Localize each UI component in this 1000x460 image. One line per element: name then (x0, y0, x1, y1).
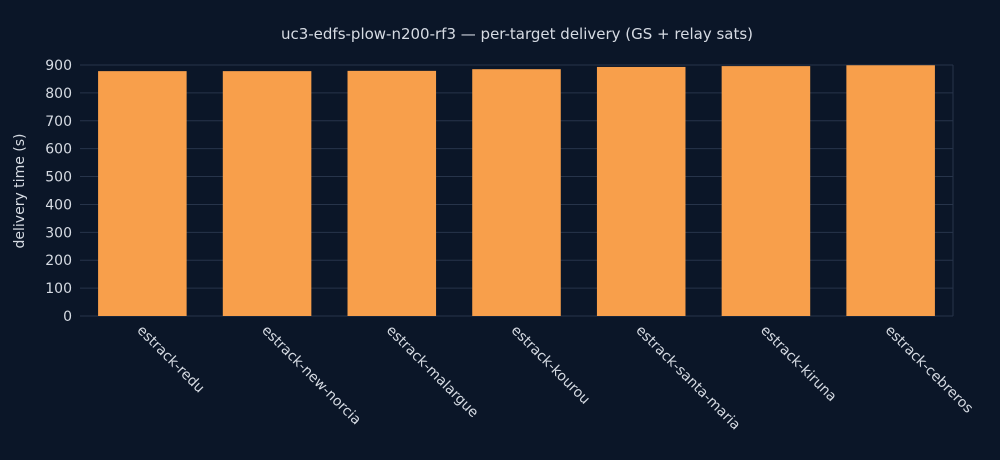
y-axis-label: delivery time (s) (12, 134, 28, 249)
bar-estrack-new-norcia (222, 71, 312, 316)
bar-estrack-cebreros (846, 65, 935, 316)
x-axis-ticks: estrack-redu estrack-new-norcia estrack-ma… (134, 323, 976, 434)
y-tick-label-1: 100 (45, 281, 72, 297)
bar-estrack-malargue (347, 70, 437, 317)
bar-estrack-kiruna (721, 66, 811, 316)
y-tick-label-5: 500 (45, 170, 72, 186)
x-tick-label-estrack-santa-maria: estrack-santa-maria (632, 323, 743, 434)
y-tick-label-7: 700 (45, 114, 72, 130)
x-tick-label-estrack-cebreros: estrack-cebreros (882, 323, 976, 417)
bars (98, 65, 935, 317)
bar-estrack-kourou (472, 69, 561, 316)
x-tick-label-estrack-kourou: estrack-kourou (508, 323, 593, 408)
y-tick-label-9: 900 (45, 58, 72, 74)
y-tick-label-8: 800 (45, 86, 72, 102)
y-axis-ticks: 0 100 200 300 400 500 600 700 800 900 (45, 58, 72, 325)
bar-estrack-santa-maria (596, 66, 686, 316)
y-tick-label-2: 200 (45, 253, 72, 269)
y-tick-label-6: 600 (45, 142, 72, 158)
y-tick-label-4: 400 (45, 197, 72, 213)
y-tick-label-3: 300 (45, 225, 72, 241)
y-tick-label-0: 0 (63, 309, 72, 325)
chart-title: uc3-edfs-plow-n200-rf3 — per-target deli… (281, 25, 753, 43)
x-tick-label-estrack-kiruna: estrack-kiruna (757, 323, 839, 405)
bar-estrack-redu (98, 71, 187, 316)
x-tick-label-estrack-malargue: estrack-malargue (383, 323, 481, 421)
x-tick-label-estrack-redu: estrack-redu (134, 323, 208, 397)
x-tick-label-estrack-new-norcia: estrack-new-norcia (258, 323, 364, 429)
